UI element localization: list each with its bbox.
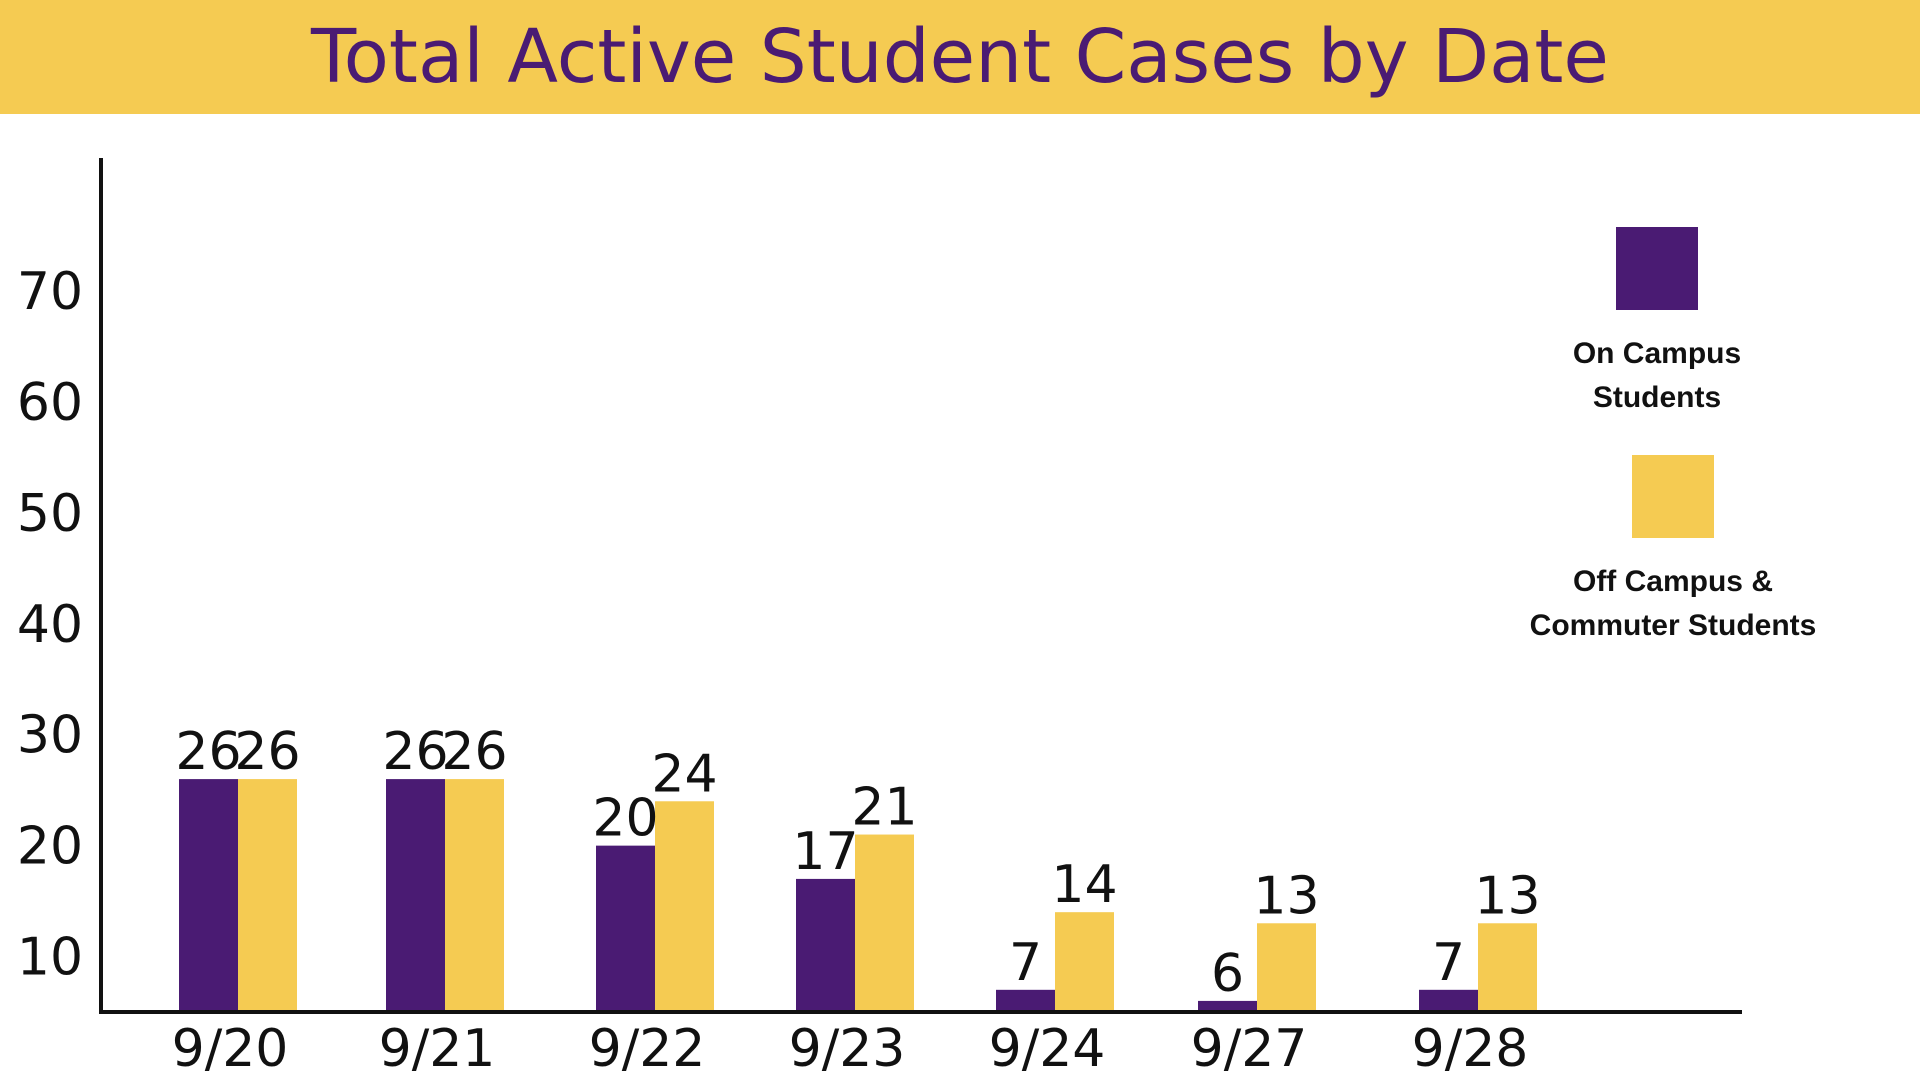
- y-tick-label: 40: [17, 595, 83, 655]
- bar-off-campus: [238, 779, 297, 1012]
- bar-off-campus: [445, 779, 504, 1012]
- y-tick-label: 50: [17, 484, 83, 544]
- title-bar: Total Active Student Cases by Date: [0, 0, 1920, 114]
- value-label-on-campus: 7: [1432, 933, 1465, 993]
- value-label-on-campus: 26: [175, 722, 241, 782]
- value-label-on-campus: 17: [792, 822, 858, 882]
- bars: [179, 779, 1537, 1012]
- bar-on-campus: [179, 779, 238, 1012]
- value-label-on-campus: 26: [382, 722, 448, 782]
- y-tick-label: 20: [17, 817, 83, 877]
- x-category-label: 9/20: [172, 1019, 289, 1079]
- legend-label-on-campus: On Campus Students: [1572, 337, 1742, 414]
- chart-title: Total Active Student Cases by Date: [311, 14, 1609, 100]
- bar-on-campus: [596, 845, 655, 1012]
- value-label-on-campus: 7: [1009, 933, 1042, 993]
- bar-on-campus: [996, 989, 1055, 1012]
- x-category-label: 9/22: [589, 1019, 706, 1079]
- legend-label-off-campus: Off Campus & Commuter Students: [1529, 565, 1817, 642]
- y-tick-label: 30: [17, 706, 83, 766]
- bar-on-campus: [1419, 989, 1478, 1012]
- x-category-label: 9/21: [379, 1019, 496, 1079]
- legend-on-campus: On Campus Students: [1477, 227, 1837, 420]
- bar-on-campus: [386, 779, 445, 1012]
- bar-off-campus: [855, 834, 914, 1012]
- value-label-on-campus: 6: [1211, 944, 1244, 1004]
- legend-swatch-on-campus: [1616, 227, 1698, 310]
- value-label-off-campus: 21: [851, 778, 917, 838]
- value-label-off-campus: 13: [1253, 866, 1319, 926]
- x-category-label: 9/28: [1412, 1019, 1529, 1079]
- y-tick-label: 70: [17, 262, 83, 322]
- value-label-off-campus: 24: [651, 744, 717, 804]
- bar-on-campus: [796, 878, 855, 1012]
- legend-swatch-off-campus: [1632, 455, 1714, 538]
- x-axis-categories: 9/20 9/21 9/22 9/23 9/24 9/27 9/28: [172, 1019, 1529, 1079]
- x-category-label: 9/24: [989, 1019, 1106, 1079]
- x-category-label: 9/23: [789, 1019, 906, 1079]
- value-label-off-campus: 13: [1474, 866, 1540, 926]
- bar-on-campus: [1198, 1000, 1257, 1012]
- x-category-label: 9/27: [1191, 1019, 1308, 1079]
- value-label-on-campus: 20: [592, 789, 658, 849]
- bar-off-campus: [1257, 923, 1316, 1012]
- y-tick-label: 10: [17, 928, 83, 988]
- value-label-off-campus: 26: [234, 722, 300, 782]
- value-label-off-campus: 26: [441, 722, 507, 782]
- bar-off-campus: [655, 801, 714, 1012]
- legend-off-campus: Off Campus & Commuter Students: [1493, 455, 1853, 648]
- bar-off-campus: [1478, 923, 1537, 1012]
- y-tick-label: 60: [17, 373, 83, 433]
- bar-off-campus: [1055, 912, 1114, 1012]
- y-axis-ticks: 10 20 30 40 50 60 70: [17, 262, 83, 987]
- value-label-off-campus: 14: [1051, 855, 1117, 915]
